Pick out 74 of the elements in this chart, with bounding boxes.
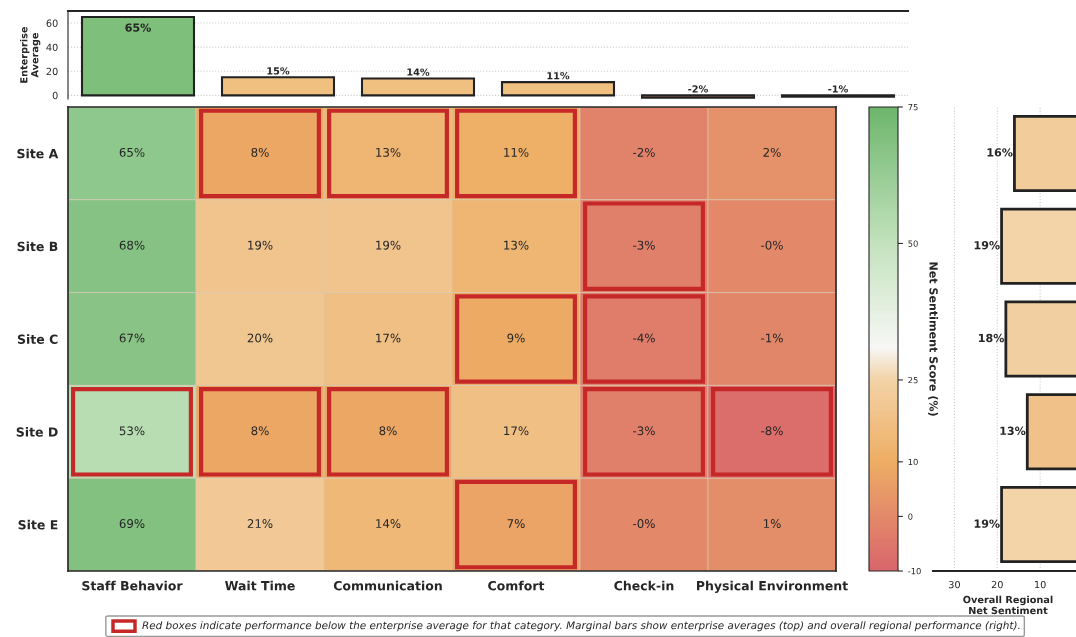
data-label: 11% [504, 147, 529, 157]
data-label: 13% [376, 147, 401, 157]
color-bar-label: 50 [908, 240, 918, 247]
color-bar-label: 0 [908, 513, 913, 520]
data-label: -2% [633, 147, 655, 157]
data-label: 2% [763, 147, 781, 157]
color-bar-label: 25 [908, 376, 918, 384]
data-label: 15% [267, 67, 290, 75]
data-label: 17% [504, 426, 529, 436]
data-label: 20% [247, 333, 273, 343]
data-label: -0% [761, 240, 783, 250]
x-tick-label: 30 [948, 580, 960, 589]
data-label: -1% [761, 333, 783, 343]
data-label: -1% [828, 85, 848, 93]
y-tick-label: Site C [17, 334, 58, 344]
data-label: 1% [763, 519, 781, 529]
bar [500, 81, 616, 97]
data-label: -2% [688, 85, 708, 93]
data-label: 8% [379, 426, 397, 436]
x-tick-label: Communication [333, 580, 442, 591]
y-tick-label: 40 [46, 43, 58, 51]
y-tick-label: Site B [17, 241, 58, 252]
color-bar-label: -10 [908, 567, 921, 575]
data-label: 18% [979, 333, 1004, 343]
data-label: 17% [376, 333, 401, 343]
data-label: 19% [376, 240, 401, 250]
data-label: 65% [119, 147, 145, 157]
data-label: 14% [376, 519, 401, 529]
data-label: -8% [761, 426, 783, 436]
data-label: 13% [504, 240, 529, 250]
data-label: 9% [507, 333, 525, 343]
x-tick-label: Staff Behavior [82, 580, 183, 591]
color-bar-label: 75 [908, 104, 918, 111]
y-tick-label: 60 [46, 19, 58, 27]
color-bar-label: 10 [908, 458, 918, 466]
data-label: 19% [974, 519, 1000, 528]
data-label: -3% [633, 240, 655, 250]
bar [640, 94, 756, 99]
x-tick-label: 10 [1035, 580, 1046, 589]
data-label: 53% [119, 426, 145, 436]
color-bar-title: Net Sentiment Score (%) [928, 262, 938, 416]
y-tick-label: 0 [52, 91, 58, 100]
data-label: 16% [987, 148, 1013, 157]
data-label: 11% [547, 72, 570, 80]
bar [360, 77, 476, 97]
data-label: -4% [633, 333, 655, 343]
data-label: 68% [119, 240, 145, 250]
x-tick-label: Wait Time [225, 580, 295, 591]
y-tick-label: Site E [18, 519, 58, 530]
x-tick-label: Check-in [614, 580, 674, 591]
x-tick-label: Comfort [488, 580, 545, 591]
data-label: 7% [507, 519, 525, 529]
data-label: 14% [407, 68, 430, 76]
y-tick-label: 20 [46, 67, 58, 76]
y-axis-title: Enterprise Average [19, 26, 41, 83]
data-label: 19% [974, 241, 1000, 250]
x-tick-label: 20 [991, 580, 1003, 589]
x-tick-label: Physical Environment [696, 580, 848, 593]
bar [80, 15, 196, 97]
data-label: 65% [125, 23, 151, 32]
data-label: 69% [119, 519, 145, 529]
data-label: -0% [633, 519, 655, 529]
data-label: 8% [251, 147, 269, 157]
data-label: 21% [247, 519, 273, 529]
data-label: 8% [251, 426, 269, 436]
text: Red boxes indicate performance below the enterprise average for that category. Marginal bars show enterprise averages (top) and overall regional performance (right). [142, 621, 1020, 632]
x-axis-title: Overall Regional Net Sentiment [963, 595, 1053, 615]
data-label: 67% [119, 333, 145, 343]
data-label: -3% [633, 426, 655, 436]
data-label: 19% [248, 240, 273, 250]
y-tick-label: Site A [17, 148, 59, 159]
data-label: 13% [1000, 426, 1026, 436]
y-tick-label: Site D [16, 427, 58, 437]
bar [220, 76, 336, 97]
